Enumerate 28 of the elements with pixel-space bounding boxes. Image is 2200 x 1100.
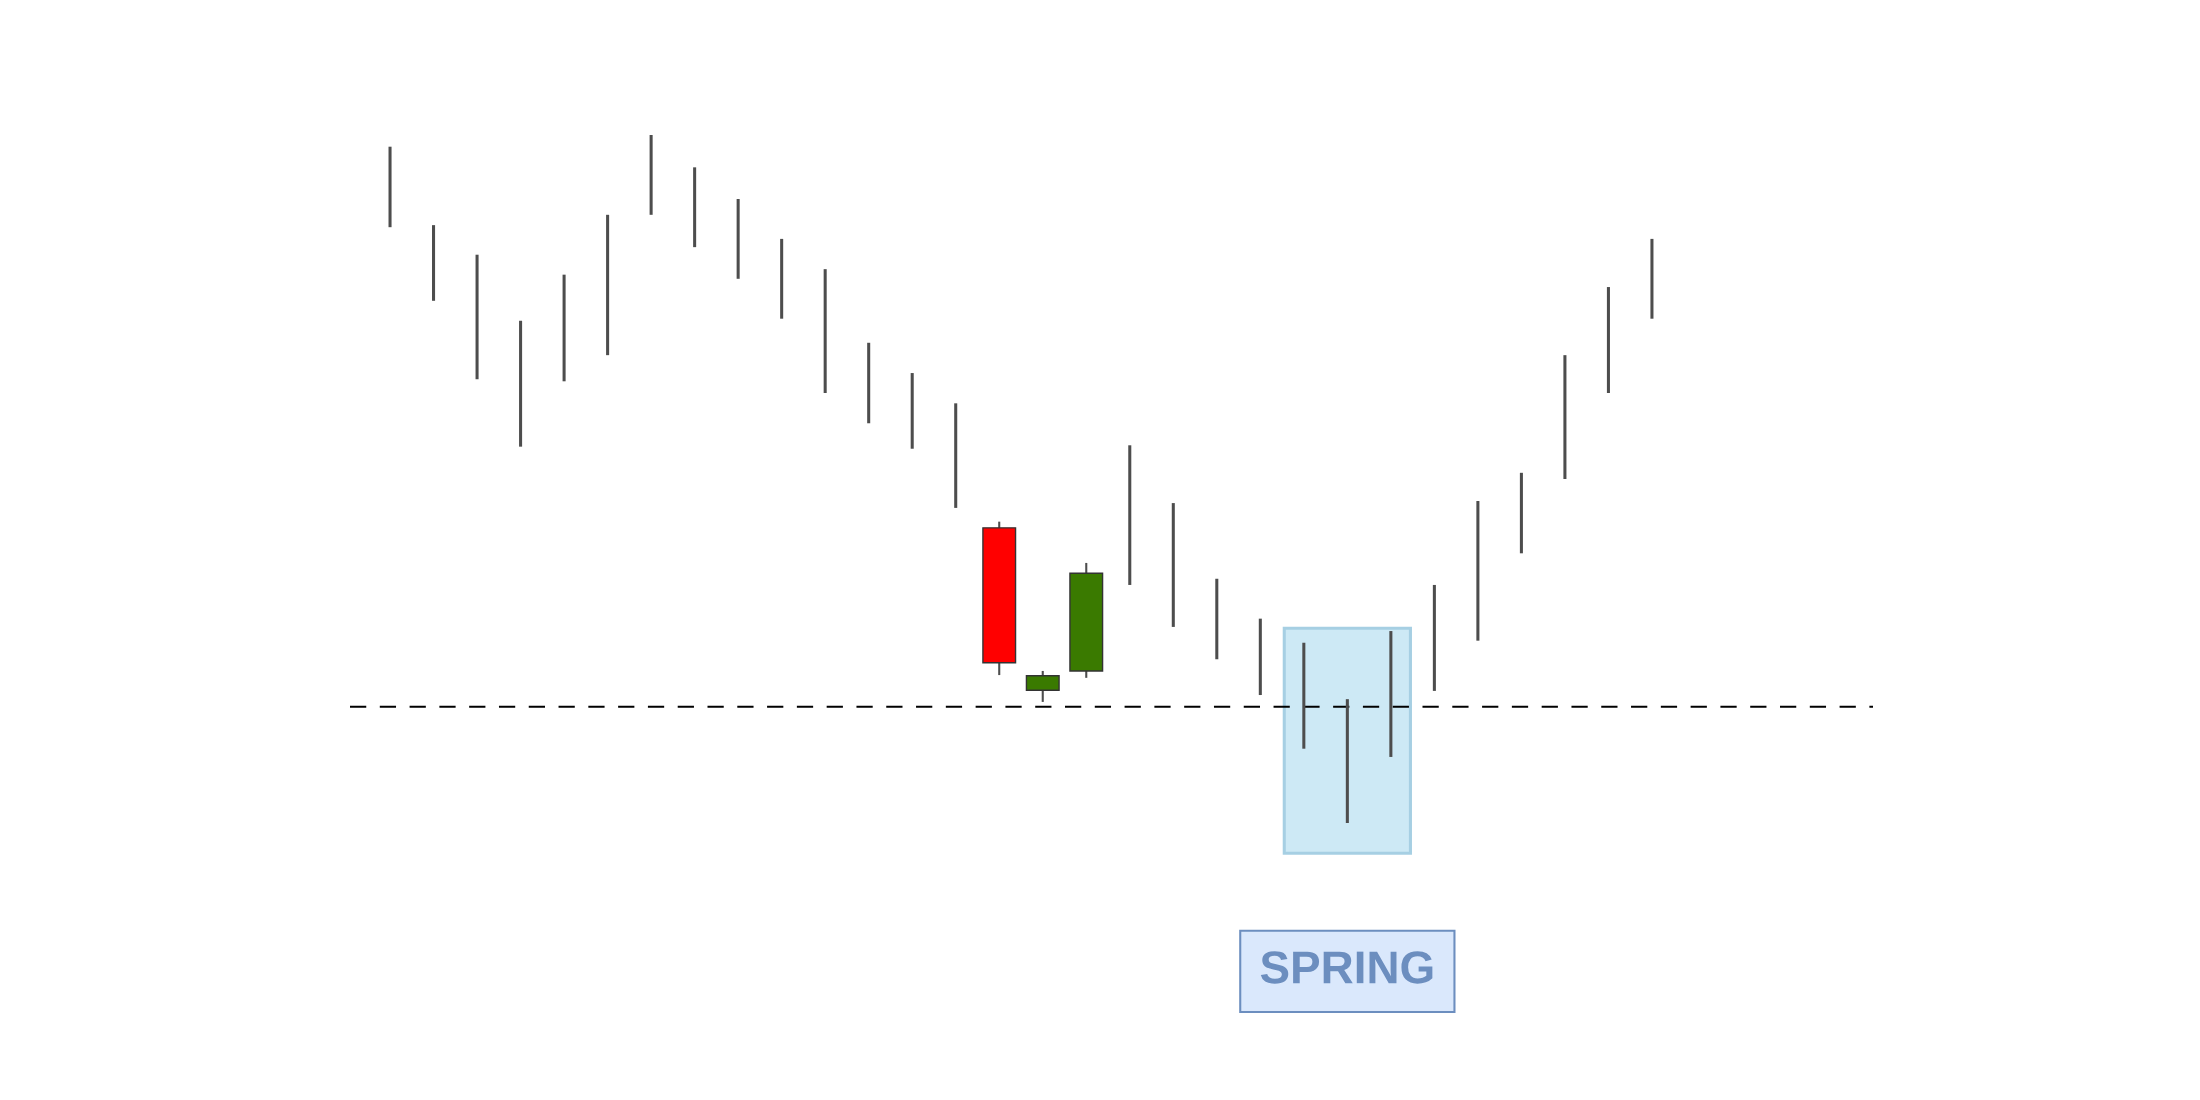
candlestick	[1563, 355, 1567, 479]
candlestick	[388, 146, 392, 228]
candlestick	[823, 269, 827, 393]
candlestick	[780, 238, 784, 319]
candlestick	[1519, 472, 1523, 554]
candlestick	[1215, 578, 1219, 660]
text: SPRING	[1260, 951, 1433, 984]
candlestick	[1345, 699, 1349, 823]
candlestick	[1432, 584, 1436, 691]
candlestick	[1650, 238, 1654, 319]
candlestick	[1302, 642, 1306, 749]
candlestick	[1258, 618, 1262, 696]
candlestick	[954, 403, 958, 508]
candlestick	[736, 198, 740, 279]
candlestick	[1606, 287, 1610, 393]
candlestick	[910, 373, 914, 449]
candlestick	[649, 135, 653, 215]
candlestick	[1128, 445, 1132, 585]
candlestick	[475, 254, 479, 380]
candlestick	[693, 167, 697, 248]
candlestick	[606, 214, 610, 356]
candlestick	[562, 274, 566, 382]
candlestick	[1389, 631, 1393, 757]
candlestick	[519, 320, 523, 447]
candlestick	[432, 225, 436, 301]
candlestick	[1171, 503, 1175, 627]
candlestick	[1476, 501, 1480, 641]
candlestick	[867, 342, 871, 424]
